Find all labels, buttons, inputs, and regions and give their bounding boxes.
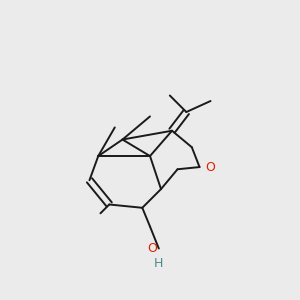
Text: O: O: [147, 242, 157, 255]
Text: O: O: [206, 160, 215, 174]
Text: H: H: [154, 257, 164, 270]
